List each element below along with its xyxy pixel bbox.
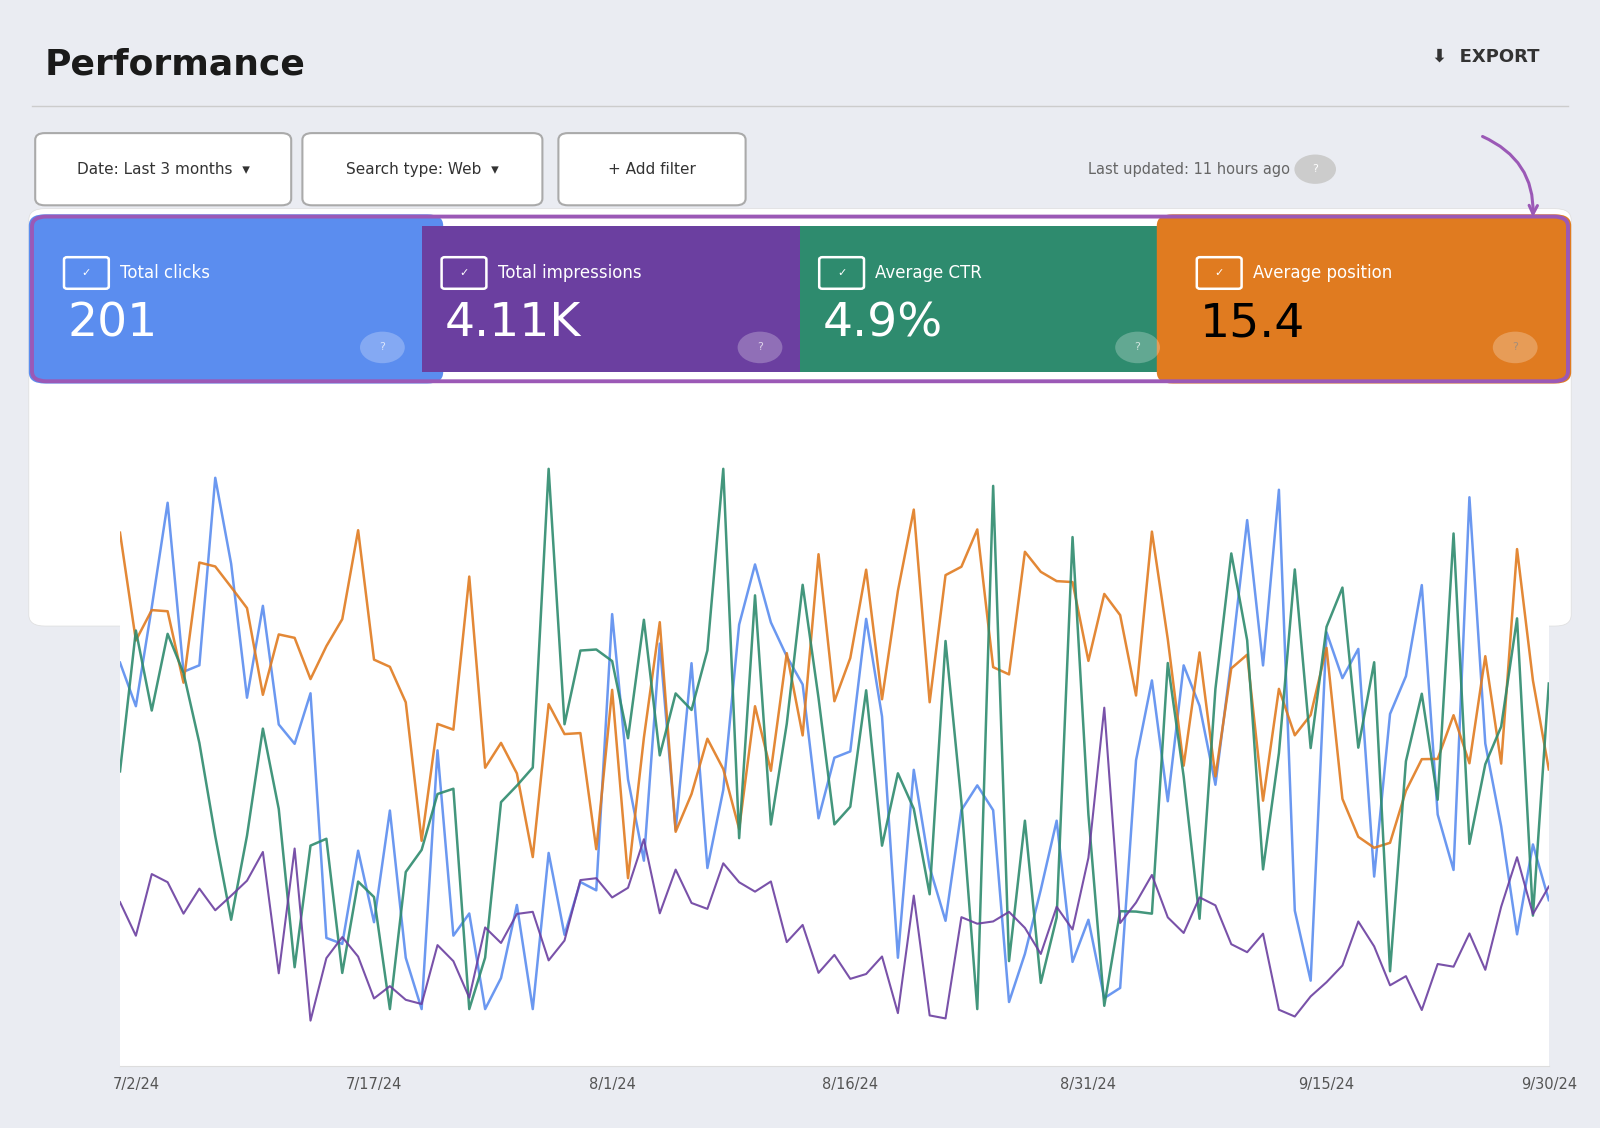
Text: ?: ? xyxy=(1512,343,1518,352)
Bar xyxy=(800,226,1178,372)
Text: ?: ? xyxy=(757,343,763,352)
Text: Average CTR: Average CTR xyxy=(875,264,982,282)
Circle shape xyxy=(738,332,782,363)
Circle shape xyxy=(1115,332,1160,363)
FancyBboxPatch shape xyxy=(35,133,291,205)
Text: 4.11K: 4.11K xyxy=(445,301,581,346)
Text: Total impressions: Total impressions xyxy=(498,264,642,282)
Bar xyxy=(422,226,800,372)
Text: + Add filter: + Add filter xyxy=(608,161,696,177)
Text: Average position: Average position xyxy=(1253,264,1392,282)
Text: 201: 201 xyxy=(67,301,157,346)
Text: ✓: ✓ xyxy=(459,268,469,277)
Circle shape xyxy=(360,332,405,363)
Text: 4.9%: 4.9% xyxy=(822,301,942,346)
FancyBboxPatch shape xyxy=(558,133,746,205)
Text: Performance: Performance xyxy=(45,47,306,81)
Text: Search type: Web  ▾: Search type: Web ▾ xyxy=(346,161,499,177)
Text: ✓: ✓ xyxy=(82,268,91,277)
FancyBboxPatch shape xyxy=(29,214,443,384)
Text: Total clicks: Total clicks xyxy=(120,264,210,282)
Text: ?: ? xyxy=(1134,343,1141,352)
Text: ⬇  EXPORT: ⬇ EXPORT xyxy=(1432,47,1539,65)
Text: ✓: ✓ xyxy=(1214,268,1224,277)
Text: ?: ? xyxy=(1312,165,1318,174)
Text: Date: Last 3 months  ▾: Date: Last 3 months ▾ xyxy=(77,161,250,177)
Circle shape xyxy=(1294,155,1336,184)
Text: ?: ? xyxy=(379,343,386,352)
Circle shape xyxy=(1493,332,1538,363)
FancyBboxPatch shape xyxy=(1157,214,1571,384)
FancyBboxPatch shape xyxy=(29,209,1571,626)
Text: Last updated: 11 hours ago: Last updated: 11 hours ago xyxy=(1088,161,1290,177)
Text: ✓: ✓ xyxy=(837,268,846,277)
Text: 15.4: 15.4 xyxy=(1200,301,1306,346)
FancyBboxPatch shape xyxy=(302,133,542,205)
